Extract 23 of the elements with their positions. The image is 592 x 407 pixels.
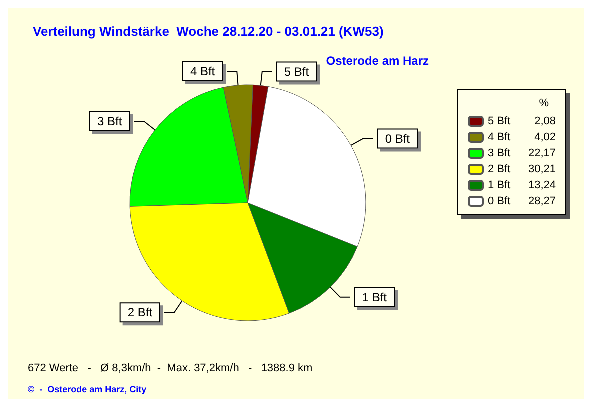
slice-label: 3 Bft (97, 114, 123, 128)
legend-title: % (539, 98, 550, 110)
chart-title: Verteilung Windstärke Woche 28.12.20 - 03.01.21 (KW53) (33, 24, 384, 39)
data-label: 2,08 (534, 116, 556, 128)
slice-label: 0 Bft (385, 132, 411, 146)
legend-label: 4 Bft (488, 132, 511, 144)
data-label: 30,21 (528, 164, 556, 176)
text: © - Osterode am Harz, City (28, 384, 147, 394)
data-label: 13,24 (528, 180, 556, 192)
chart-subtitle: Osterode am Harz (326, 54, 429, 68)
data-label: 22,17 (528, 148, 556, 160)
data-label: 4,02 (534, 132, 556, 144)
text: 672 Werte - Ø 8,3km/h - Max. 37,2km/h - 1388.9 km (28, 362, 313, 374)
legend-label: 2 Bft (488, 164, 511, 176)
slice-label: 5 Bft (284, 64, 310, 79)
slice-label: 4 Bft (190, 64, 216, 78)
legend-label: 5 Bft (488, 116, 511, 128)
legend-label: 1 Bft (488, 180, 511, 192)
legend-label: 0 Bft (488, 196, 511, 208)
slice-label: 2 Bft (128, 306, 154, 320)
slice-label: 1 Bft (362, 290, 388, 304)
data-label: 28,27 (528, 196, 556, 208)
legend-label: 3 Bft (488, 148, 511, 160)
